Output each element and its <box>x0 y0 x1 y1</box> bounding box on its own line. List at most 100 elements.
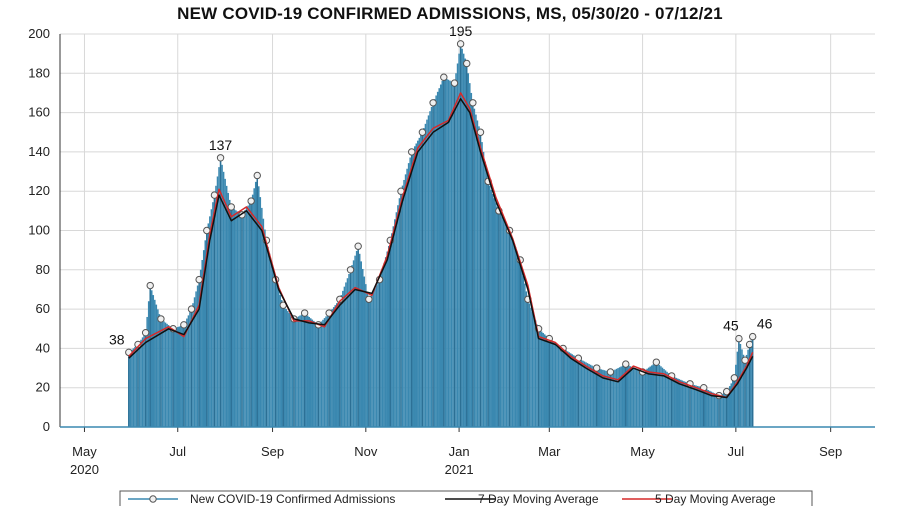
x-tick-label: Nov <box>354 444 378 459</box>
bar <box>712 392 714 427</box>
bar <box>334 305 336 427</box>
data-point <box>216 154 225 162</box>
bar <box>550 339 552 427</box>
data-point <box>429 99 437 107</box>
bar <box>261 207 263 427</box>
bar <box>675 377 677 427</box>
x-tick-label: Sep <box>261 444 284 459</box>
bar <box>565 350 567 427</box>
bar <box>666 371 668 427</box>
bar <box>728 386 731 427</box>
bar <box>715 393 717 427</box>
bar <box>540 331 543 427</box>
bar <box>579 359 581 427</box>
bar <box>129 351 132 427</box>
bar <box>218 167 220 427</box>
bar <box>649 366 651 427</box>
y-tick-label: 140 <box>28 144 50 159</box>
data-point <box>456 40 465 48</box>
bar <box>491 194 494 427</box>
bar <box>484 161 486 427</box>
bar <box>569 353 572 427</box>
data-point <box>203 226 211 235</box>
bar <box>147 301 150 427</box>
bar <box>547 337 549 427</box>
x-tick-label: Jan <box>449 444 470 459</box>
y-tick-label: 20 <box>36 380 50 395</box>
bar <box>143 335 145 427</box>
bar <box>531 311 534 427</box>
bar <box>658 364 661 427</box>
data-label: 195 <box>449 23 473 39</box>
bar <box>615 368 618 427</box>
bar <box>660 366 662 427</box>
bar <box>360 261 362 427</box>
bar <box>719 394 722 427</box>
bar <box>652 364 655 427</box>
bar <box>221 164 223 427</box>
bar <box>628 365 630 427</box>
bar <box>291 316 294 427</box>
bar <box>216 176 219 427</box>
bar <box>698 386 700 427</box>
y-tick-label: 40 <box>36 340 50 355</box>
bar <box>326 314 329 427</box>
bar <box>308 316 311 427</box>
bar <box>732 380 734 427</box>
data-label: 46 <box>757 316 773 332</box>
bar <box>146 316 148 427</box>
bar <box>132 348 135 427</box>
bar <box>420 135 422 428</box>
bar <box>676 378 679 427</box>
bar <box>614 369 616 427</box>
bar <box>232 208 234 427</box>
bar <box>709 390 711 427</box>
bar <box>591 365 593 427</box>
bar <box>358 253 361 427</box>
data-point <box>365 295 373 303</box>
bar <box>270 259 272 427</box>
bar <box>745 354 748 427</box>
bar <box>199 269 202 427</box>
moving-averages <box>128 92 754 399</box>
data-point <box>141 328 150 337</box>
bar <box>739 343 742 427</box>
bar <box>297 316 300 427</box>
bar <box>495 202 497 427</box>
bar <box>629 366 632 427</box>
bar <box>166 323 168 427</box>
bar <box>470 92 473 427</box>
bar <box>469 83 471 427</box>
bar <box>343 286 346 427</box>
bar <box>189 312 191 427</box>
bar <box>427 115 430 428</box>
bar <box>134 347 136 427</box>
bar <box>592 366 595 427</box>
bar <box>582 360 584 427</box>
x-tick-label: Jul <box>728 444 745 459</box>
bar <box>724 392 726 427</box>
bar <box>542 332 544 427</box>
bar <box>403 179 405 427</box>
data-point <box>463 59 471 68</box>
bar <box>433 99 436 427</box>
bar <box>439 84 442 428</box>
bar <box>452 82 454 427</box>
bar <box>280 300 283 427</box>
data-point <box>730 374 739 382</box>
bar <box>163 321 165 427</box>
bar <box>478 126 480 427</box>
bar <box>187 315 190 427</box>
bar <box>131 349 133 427</box>
bar <box>716 394 719 427</box>
bar <box>525 291 528 427</box>
data-point <box>469 99 477 107</box>
bar <box>499 213 502 427</box>
bar <box>284 307 286 427</box>
bar <box>251 194 254 427</box>
bar <box>325 316 327 427</box>
bar <box>329 311 332 427</box>
bar <box>566 351 569 427</box>
bars <box>128 43 754 428</box>
